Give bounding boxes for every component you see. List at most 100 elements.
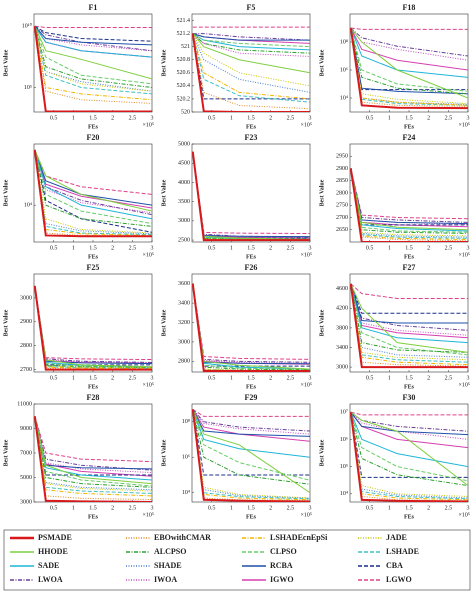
y-axis-label: Best Value <box>319 179 325 206</box>
y-tick-label: 3000 <box>178 218 190 224</box>
x-axis-label: FEs <box>246 124 257 130</box>
panel-title: F1 <box>89 3 98 12</box>
series-line <box>350 412 468 482</box>
panel: F26 2800 3000 3200 3400 3600 0.5 1 1.5 2 2.5 3 FEs ×1… <box>161 263 312 391</box>
x-tick-label: 0.5 <box>50 505 58 511</box>
x-multiplier: ×10⁵ <box>459 382 470 388</box>
series-line <box>350 283 468 366</box>
y-tick-label: 10⁷ <box>340 410 348 416</box>
legend-label: LGWO <box>386 575 412 584</box>
y-tick-label: 4500 <box>178 161 190 167</box>
x-tick-label: 2 <box>269 505 272 511</box>
y-axis-label: Best Value <box>161 309 167 336</box>
y-tick-label: 10⁵ <box>24 85 32 91</box>
y-tick-label: 2850 <box>336 178 348 184</box>
series-line <box>34 285 152 371</box>
y-tick-label: 10⁶ <box>340 67 348 73</box>
y-axis-label: Best Value <box>3 309 9 336</box>
series-group <box>192 283 310 372</box>
legend-label: IWOA <box>154 575 177 584</box>
panel-title: F23 <box>245 133 258 142</box>
series-line <box>192 409 310 432</box>
series-line <box>34 149 152 220</box>
series-line <box>34 416 152 497</box>
y-axis-label: Best Value <box>3 179 9 206</box>
y-axis-label: Best Value <box>161 49 167 76</box>
series-line <box>192 33 310 54</box>
y-tick-label: 2700 <box>20 367 32 373</box>
x-tick-label: 3 <box>309 375 312 381</box>
y-tick-label: 521.4 <box>177 18 191 24</box>
series-line <box>192 151 310 235</box>
y-tick-label: 520.4 <box>177 83 191 89</box>
y-tick-label: 520.6 <box>177 70 191 76</box>
series-line <box>350 283 468 353</box>
panel-title: F18 <box>403 3 416 12</box>
y-tick-label: 3000 <box>20 295 32 301</box>
series-line <box>34 149 152 238</box>
legend-label: JADE <box>386 533 407 542</box>
series-line <box>350 283 468 324</box>
series-line <box>350 283 468 314</box>
series-line <box>192 33 310 41</box>
series-line <box>350 283 468 358</box>
series-line <box>34 26 152 80</box>
legend-label: PSMADE <box>38 533 72 542</box>
x-tick-label: 2.5 <box>287 375 295 381</box>
series-line <box>192 408 310 417</box>
x-tick-label: 0.5 <box>366 245 374 251</box>
series-line <box>350 283 468 361</box>
y-tick-label: 11000 <box>17 401 32 407</box>
panel: F18 10⁴ 10⁶ 10⁸ 0.5 1 1.5 2 2.5 3 FEs ×10⁵ Best Valu… <box>319 3 470 131</box>
series-line <box>350 27 468 92</box>
x-tick-label: 1 <box>230 375 233 381</box>
x-tick-label: 1 <box>230 115 233 121</box>
x-tick-label: 2.5 <box>445 505 453 511</box>
x-axis-label: FEs <box>246 254 257 260</box>
y-tick-label: 10⁴ <box>340 491 348 497</box>
y-tick-label: 520 <box>181 109 190 115</box>
plot-frame <box>191 143 311 243</box>
plot-frame <box>349 13 469 113</box>
x-multiplier: ×10⁵ <box>459 122 470 128</box>
x-tick-label: 1.5 <box>247 115 255 121</box>
y-tick-label: 3600 <box>178 281 190 287</box>
y-axis-label: Best Value <box>3 439 9 466</box>
legend-label: ALCPSO <box>154 547 186 556</box>
y-tick-label: 5000 <box>178 141 190 147</box>
series-line <box>34 416 152 463</box>
series-line <box>34 416 152 487</box>
x-tick-label: 2 <box>111 505 114 511</box>
x-axis-label: FEs <box>88 124 99 130</box>
x-tick-label: 3 <box>151 115 154 121</box>
y-axis-label: Best Value <box>161 439 167 466</box>
series-line <box>192 283 310 372</box>
series-line <box>34 26 152 88</box>
x-tick-label: 0.5 <box>366 115 374 121</box>
y-tick-label: 9000 <box>20 426 32 432</box>
x-tick-label: 1 <box>230 245 233 251</box>
series-line <box>34 26 152 112</box>
legend-label: RCBA <box>270 561 293 570</box>
series-line <box>350 168 468 242</box>
x-tick-label: 0.5 <box>208 375 216 381</box>
x-tick-label: 2.5 <box>129 505 137 511</box>
x-tick-label: 3 <box>309 505 312 511</box>
panel-title: F20 <box>87 133 100 142</box>
series-line <box>34 149 152 206</box>
x-tick-label: 2 <box>269 245 272 251</box>
x-tick-label: 2 <box>111 375 114 381</box>
series-group <box>192 26 310 112</box>
series-line <box>350 283 468 356</box>
y-tick-label: 2900 <box>336 166 348 172</box>
x-tick-label: 3 <box>309 245 312 251</box>
y-tick-label: 3400 <box>178 300 190 306</box>
x-axis-label: FEs <box>404 254 415 260</box>
panel: F24 2650 2700 2750 2800 2850 2900 2950 0.5 1 1.5 2 2… <box>319 133 470 261</box>
panel: F30 10⁴ 10⁵ 10⁶ 10⁷ 0.5 1 1.5 2 2.5 3 FEs ×10⁵ Best V… <box>319 393 470 521</box>
plot-frame <box>33 403 153 503</box>
y-tick-label: 3800 <box>336 325 348 331</box>
y-tick-label: 10⁶ <box>340 437 348 443</box>
x-tick-label: 1 <box>388 375 391 381</box>
